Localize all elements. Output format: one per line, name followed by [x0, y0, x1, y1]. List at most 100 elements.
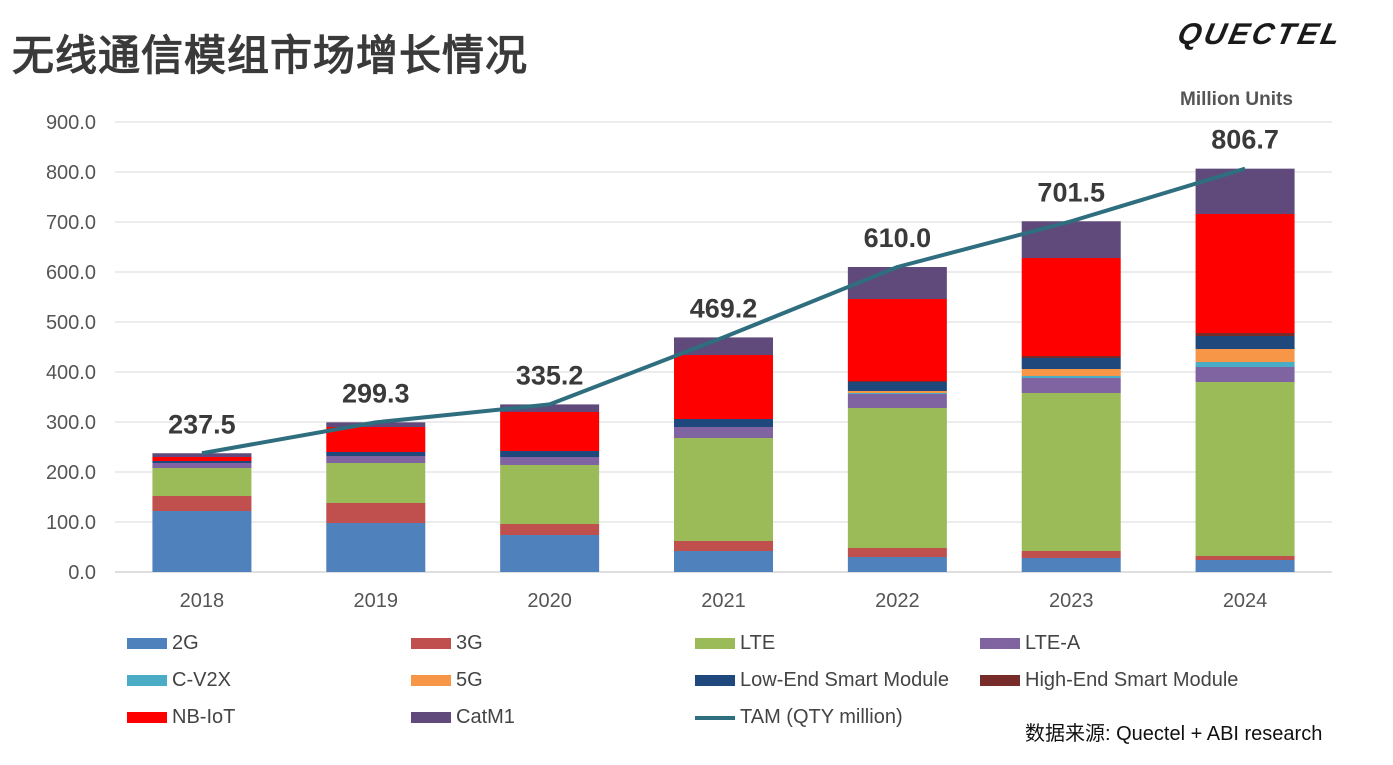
legend-item: LTE	[695, 632, 775, 655]
x-tick-label: 2019	[354, 590, 399, 612]
bar-segment-2g	[152, 511, 252, 572]
y-axis: 0.0 100.0 200.0 300.0 400.0 500.0 600.0 700.0 80…	[46, 112, 96, 584]
bars	[152, 168, 1295, 572]
legend-item: TAM (QTY million)	[695, 706, 903, 729]
bar-segment-3g	[847, 548, 947, 557]
bar-segment-nb-iot	[674, 355, 773, 419]
legend-swatch	[127, 675, 167, 686]
legend-swatch	[695, 675, 735, 686]
legend-swatch	[127, 638, 167, 649]
bar-segment-lte-a	[326, 456, 426, 463]
total-label: 806.7	[1211, 125, 1279, 155]
y-tick-label: 400.0	[46, 362, 96, 384]
bar-segment-low-end-smart-module	[1195, 336, 1295, 349]
bar-segment-catm1	[674, 337, 773, 355]
bar-segment-low-end-smart-module	[847, 382, 947, 391]
bar-segment-5g	[1021, 369, 1121, 376]
bar-segment-lte	[152, 468, 252, 496]
bar-segment-catm1	[500, 404, 600, 412]
legend-label: High-End Smart Module	[1025, 669, 1239, 691]
legend-label: 2G	[172, 632, 199, 654]
y-tick-label: 600.0	[46, 262, 96, 284]
bar-segment-c-v2x	[1021, 376, 1121, 378]
x-tick-label: 2023	[1049, 590, 1094, 612]
bar-segment-lte	[326, 463, 426, 503]
bar-segment-catm1	[1021, 221, 1121, 258]
total-labels: 237.5 299.3 335.2 469.2 610.0 701.5 806.7	[168, 125, 1279, 440]
bar-segment-nb-iot	[847, 299, 947, 381]
bar-segment-nb-iot	[500, 412, 600, 451]
bar-segment-catm1	[1195, 168, 1295, 214]
y-tick-label: 700.0	[46, 212, 96, 234]
bar-segment-2g	[326, 523, 426, 572]
bar-segment-lte	[500, 465, 600, 524]
legend-label: Low-End Smart Module	[740, 669, 949, 691]
bar-segment-nb-iot	[152, 457, 252, 461]
legend-label: 5G	[456, 669, 483, 691]
total-label: 701.5	[1037, 177, 1105, 207]
total-label: 237.5	[168, 409, 236, 439]
legend-swatch	[980, 638, 1020, 649]
legend-label: NB-IoT	[172, 706, 236, 728]
legend-label: TAM (QTY million)	[740, 706, 903, 728]
legend-swatch	[980, 675, 1020, 686]
bar-segment-lte-a	[847, 394, 947, 408]
bar-segment-lte-a	[1195, 367, 1295, 382]
legend-label: CatM1	[456, 706, 515, 728]
legend-item: 2G	[127, 632, 199, 655]
bar-segment-c-v2x	[1195, 362, 1295, 367]
legend-item: 5G	[411, 669, 483, 692]
legend-item: NB-IoT	[127, 706, 235, 729]
legend-swatch	[695, 638, 735, 649]
y-tick-label: 100.0	[46, 512, 96, 534]
bar-segment-high-end-smart-module	[1021, 356, 1121, 358]
bar-segment-low-end-smart-module	[674, 419, 773, 427]
legend-label: LTE	[740, 632, 776, 654]
y-tick-label: 200.0	[46, 462, 96, 484]
bar-segment-lte-a	[500, 457, 600, 465]
bar-segment-3g	[674, 541, 773, 551]
bar-segment-lte	[674, 438, 773, 541]
bar-segment-3g	[152, 496, 252, 511]
bar-segment-lte	[1195, 382, 1295, 556]
legend-label: LTE-A	[1025, 632, 1081, 654]
tam-line	[201, 166, 1246, 456]
stacked-bar-chart: 0.0 100.0 200.0 300.0 400.0 500.0 600.0 700.0 80…	[46, 112, 1332, 612]
bar-segment-low-end-smart-module	[152, 461, 252, 463]
x-tick-label: 2021	[701, 590, 746, 612]
bar-segment-lte-a	[1021, 378, 1121, 393]
bar-segment-low-end-smart-module	[1021, 358, 1121, 369]
legend-item: LTE-A	[980, 632, 1080, 655]
legend-swatch	[411, 638, 451, 649]
bar-segment-2g	[674, 551, 773, 572]
legend-swatch	[127, 712, 167, 723]
x-tick-label: 2020	[527, 590, 572, 612]
x-tick-label: 2024	[1223, 590, 1268, 612]
legend-item: Low-End Smart Module	[695, 669, 949, 692]
legend-swatch	[411, 675, 451, 686]
bar-segment-3g	[326, 503, 426, 523]
y-tick-label: 0.0	[68, 562, 96, 584]
bar-segment-high-end-smart-module	[847, 381, 947, 382]
y-tick-label: 300.0	[46, 412, 96, 434]
source-prefix: 数据来源	[1025, 721, 1105, 745]
total-label: 299.3	[342, 378, 410, 408]
y-tick-label: 900.0	[46, 112, 96, 134]
bar-segment-lte	[847, 408, 947, 548]
bar-segment-5g	[1195, 349, 1295, 362]
bar-segment-lte	[1021, 393, 1121, 551]
y-tick-label: 800.0	[46, 162, 96, 184]
y-tick-label: 500.0	[46, 312, 96, 334]
total-label: 335.2	[516, 360, 584, 390]
legend-item: CatM1	[411, 706, 515, 729]
bar-segment-lte-a	[152, 463, 252, 468]
legend-item: High-End Smart Module	[980, 669, 1238, 692]
x-tick-label: 2018	[180, 590, 225, 612]
bar-segment-lte-a	[674, 427, 773, 438]
bar-segment-nb-iot	[1021, 258, 1121, 356]
legend-swatch	[411, 712, 451, 723]
legend-label: 3G	[456, 632, 483, 654]
legend-item: 3G	[411, 632, 483, 655]
bar-segment-5g	[847, 391, 947, 393]
source-text: : Quectel + ABI research	[1105, 723, 1323, 745]
